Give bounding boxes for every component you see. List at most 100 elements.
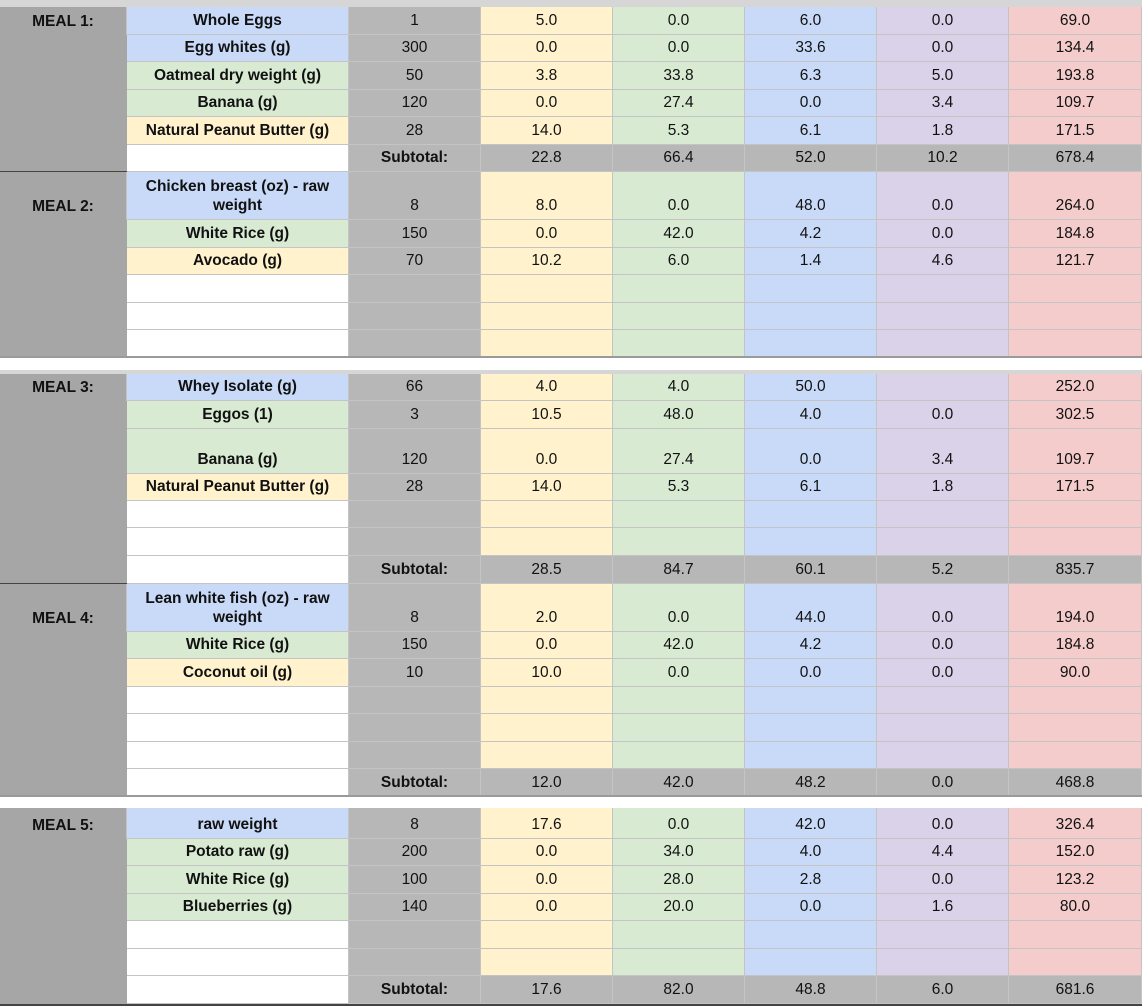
empty-cell <box>613 714 745 742</box>
nutrient-value: 6.1 <box>745 117 877 145</box>
sheet-panel: MEAL 3: Whey Isolate (g) 66 4.0 4.0 50.0 252.0… <box>0 370 1142 797</box>
nutrient-value: 0.0 <box>613 659 745 687</box>
nutrient-value: 80.0 <box>1009 894 1142 921</box>
nutrient-value: 5.3 <box>613 117 745 145</box>
nutrient-value: 0.0 <box>877 659 1009 687</box>
quantity: 8 <box>349 808 481 839</box>
nutrient-value: 4.0 <box>613 374 745 401</box>
subtotal-value: 82.0 <box>613 976 745 1004</box>
subtotal-label: Subtotal: <box>349 145 481 172</box>
nutrient-value: 109.7 <box>1009 429 1142 474</box>
nutrient-value: 0.0 <box>745 659 877 687</box>
nutrient-value: 0.0 <box>481 89 613 118</box>
empty-cell <box>613 528 745 556</box>
nutrient-value: 171.5 <box>1009 474 1142 501</box>
nutrient-value: 0.0 <box>481 894 613 921</box>
nutrient-value: 48.0 <box>613 401 745 429</box>
sheet-panel: MEAL 1: Whole Eggs 1 5.0 0.0 6.0 0.0 69.0 Egg wh… <box>0 0 1142 358</box>
nutrient-value: 0.0 <box>745 894 877 921</box>
food-name: Whey Isolate (g) <box>127 374 349 401</box>
nutrient-value: 33.8 <box>613 62 745 90</box>
subtotal-value: 17.6 <box>481 976 613 1004</box>
empty-cell <box>745 949 877 976</box>
empty-cell <box>349 921 481 949</box>
nutrient-value: 0.0 <box>877 7 1009 35</box>
empty-cell <box>1009 528 1142 556</box>
nutrient-value: 20.0 <box>613 894 745 921</box>
empty-cell <box>127 742 349 769</box>
nutrient-value: 4.0 <box>481 374 613 401</box>
subtotal-value: 0.0 <box>877 769 1009 797</box>
nutrient-value: 34.0 <box>613 839 745 866</box>
food-name: Lean white fish (oz) - raw weight <box>127 584 349 632</box>
quantity: 300 <box>349 34 481 63</box>
empty-cell <box>481 302 613 331</box>
nutrient-value: 0.0 <box>613 808 745 839</box>
nutrient-value: 0.0 <box>481 429 613 474</box>
nutrient-value: 171.5 <box>1009 117 1142 145</box>
food-name: Whole Eggs <box>127 7 349 35</box>
quantity: 28 <box>349 117 481 145</box>
quantity: 150 <box>349 632 481 659</box>
nutrient-value: 1.8 <box>877 474 1009 501</box>
empty-cell <box>481 714 613 742</box>
subtotal-value: 28.5 <box>481 556 613 584</box>
nutrient-value: 326.4 <box>1009 808 1142 839</box>
food-name: Oatmeal dry weight (g) <box>127 62 349 90</box>
empty-cell <box>349 742 481 769</box>
empty-cell <box>877 330 1009 358</box>
nutrient-value: 0.0 <box>877 584 1009 632</box>
nutrient-value: 0.0 <box>481 220 613 248</box>
empty-cell <box>1009 714 1142 742</box>
empty-cell <box>877 742 1009 769</box>
empty-cell <box>127 501 349 528</box>
empty-cell <box>349 330 481 358</box>
quantity: 120 <box>349 89 481 118</box>
empty-cell <box>877 714 1009 742</box>
empty-cell <box>613 687 745 714</box>
nutrient-value: 14.0 <box>481 117 613 145</box>
nutrient-value: 264.0 <box>1009 172 1142 220</box>
nutrient-value <box>877 374 1009 401</box>
nutrient-value: 6.3 <box>745 62 877 90</box>
nutrient-value: 4.4 <box>877 839 1009 866</box>
nutrient-value: 152.0 <box>1009 839 1142 866</box>
empty-cell <box>1009 302 1142 331</box>
food-name: Chicken breast (oz) - raw weight <box>127 172 349 220</box>
nutrient-value: 1.4 <box>745 247 877 275</box>
empty-cell <box>745 501 877 528</box>
subtotal-label: Subtotal: <box>349 556 481 584</box>
subtotal-label: Subtotal: <box>349 769 481 797</box>
nutrient-value: 6.0 <box>613 247 745 275</box>
meal-label: MEAL 3: <box>0 374 127 401</box>
quantity: 150 <box>349 220 481 248</box>
nutrient-value: 6.1 <box>745 474 877 501</box>
nutrient-value: 5.0 <box>877 62 1009 90</box>
quantity: 8 <box>349 584 481 632</box>
food-name: raw weight <box>127 808 349 839</box>
nutrient-value: 252.0 <box>1009 374 1142 401</box>
nutrient-value: 0.0 <box>877 808 1009 839</box>
nutrient-value: 14.0 <box>481 474 613 501</box>
nutrient-value: 69.0 <box>1009 7 1142 35</box>
empty-cell <box>127 769 349 797</box>
panel-bottom-border <box>0 795 1142 797</box>
empty-cell <box>127 556 349 584</box>
empty-cell <box>127 921 349 949</box>
food-name: White Rice (g) <box>127 220 349 248</box>
nutrient-value: 50.0 <box>745 374 877 401</box>
nutrient-value: 5.0 <box>481 7 613 35</box>
empty-cell <box>877 501 1009 528</box>
empty-cell <box>127 976 349 1004</box>
food-name: White Rice (g) <box>127 632 349 659</box>
nutrient-value: 3.4 <box>877 89 1009 118</box>
empty-cell <box>481 501 613 528</box>
meal-label: MEAL 5: <box>0 808 127 839</box>
empty-cell <box>481 742 613 769</box>
quantity: 66 <box>349 374 481 401</box>
empty-cell <box>349 528 481 556</box>
empty-cell <box>481 949 613 976</box>
nutrient-value: 184.8 <box>1009 220 1142 248</box>
subtotal-value: 12.0 <box>481 769 613 797</box>
food-name: Eggos (1) <box>127 401 349 429</box>
